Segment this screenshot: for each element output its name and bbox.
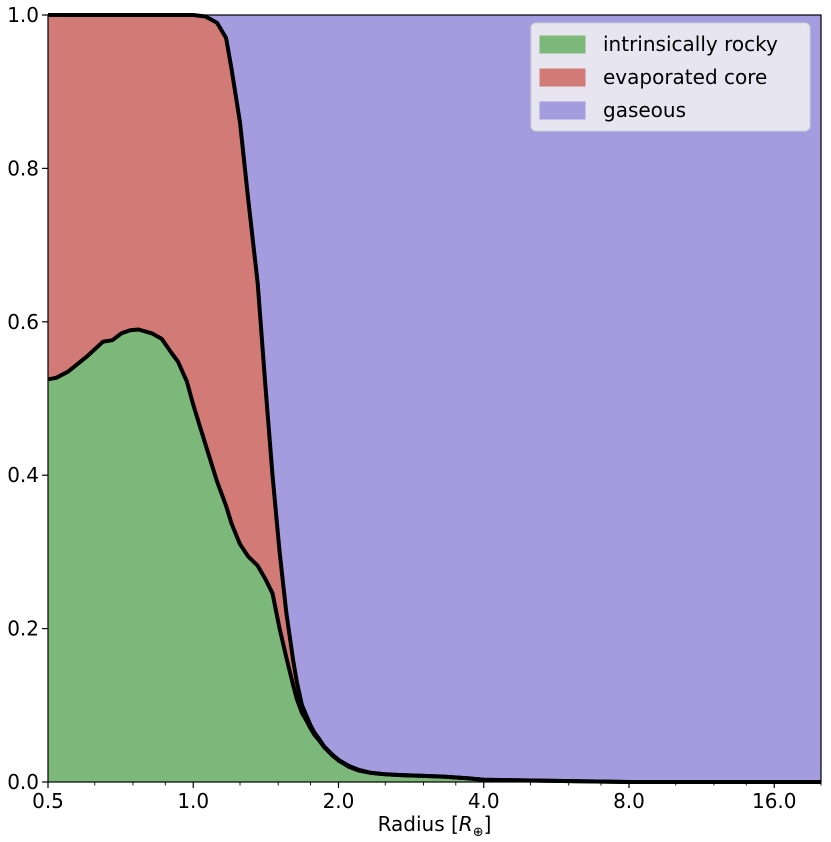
- x-tick-label: 0.5: [32, 789, 64, 813]
- x-tick-label: 16.0: [752, 789, 797, 813]
- legend-label: evaporated core: [603, 65, 767, 89]
- x-tick-label: 1.0: [177, 789, 209, 813]
- plot-frame: [47, 14, 822, 783]
- area-evaporated-core: [48, 15, 821, 782]
- legend-label: gaseous: [603, 98, 686, 122]
- area-gaseous: [48, 15, 821, 782]
- x-axis-ticks: 0.5 1.0 2.0 4.0 8.0 16.0: [32, 782, 822, 813]
- y-tick-label: 0.6: [7, 310, 39, 334]
- x-tick-label: 2.0: [323, 789, 355, 813]
- legend-swatch: [539, 101, 586, 120]
- legend-label: intrinsically rocky: [603, 32, 778, 56]
- area-intrinsically-rocky: [48, 329, 821, 782]
- y-tick-label: 0.8: [7, 156, 39, 180]
- legend-swatch: [539, 68, 586, 87]
- x-tick-label: 4.0: [468, 789, 500, 813]
- legend-swatch: [539, 35, 586, 54]
- y-axis-ticks: 0.0 0.2 0.4 0.6 0.8 1.0: [7, 3, 48, 794]
- x-tick-label: 8.0: [613, 789, 645, 813]
- y-tick-label: 1.0: [7, 3, 39, 27]
- legend: intrinsically rocky evaporated core gaseou…: [530, 22, 811, 132]
- legend-box: [530, 22, 811, 132]
- y-tick-label: 0.0: [7, 770, 39, 794]
- y-tick-label: 0.2: [7, 617, 39, 641]
- y-tick-label: 0.4: [7, 463, 39, 487]
- stacked-areas: [48, 15, 821, 782]
- x-axis-label: Radius [R⊕]: [378, 812, 492, 840]
